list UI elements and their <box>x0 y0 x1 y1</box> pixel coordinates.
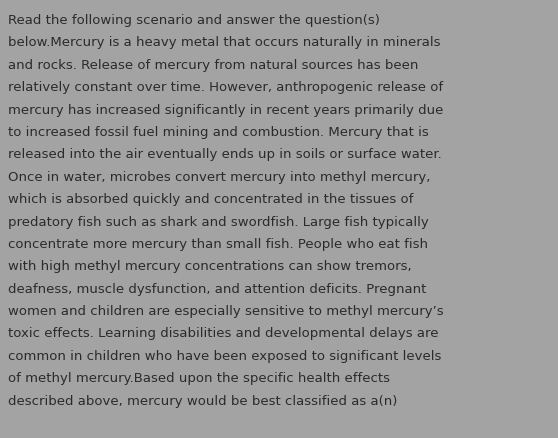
Text: common in children who have been exposed to significant levels: common in children who have been exposed… <box>8 349 442 362</box>
Text: Read the following scenario and answer the question(s): Read the following scenario and answer t… <box>8 14 380 27</box>
Text: with high methyl mercury concentrations can show tremors,: with high methyl mercury concentrations … <box>8 260 412 273</box>
Text: mercury has increased significantly in recent years primarily due: mercury has increased significantly in r… <box>8 103 444 117</box>
Text: women and children are especially sensitive to methyl mercury’s: women and children are especially sensit… <box>8 304 444 318</box>
Text: concentrate more mercury than small fish. People who eat fish: concentrate more mercury than small fish… <box>8 237 429 251</box>
Text: relatively constant over time. However, anthropogenic release of: relatively constant over time. However, … <box>8 81 444 94</box>
Text: ________.: ________. <box>8 430 65 438</box>
Text: predatory fish such as shark and swordfish. Large fish typically: predatory fish such as shark and swordfi… <box>8 215 429 228</box>
Text: to increased fossil fuel mining and combustion. Mercury that is: to increased fossil fuel mining and comb… <box>8 126 429 139</box>
Text: toxic effects. Learning disabilities and developmental delays are: toxic effects. Learning disabilities and… <box>8 327 439 340</box>
Text: below.Mercury is a heavy metal that occurs naturally in minerals: below.Mercury is a heavy metal that occu… <box>8 36 441 49</box>
Text: Once in water, microbes convert mercury into methyl mercury,: Once in water, microbes convert mercury … <box>8 170 431 184</box>
Text: released into the air eventually ends up in soils or surface water.: released into the air eventually ends up… <box>8 148 442 161</box>
Text: deafness, muscle dysfunction, and attention deficits. Pregnant: deafness, muscle dysfunction, and attent… <box>8 282 427 295</box>
Text: and rocks. Release of mercury from natural sources has been: and rocks. Release of mercury from natur… <box>8 59 418 72</box>
Text: described above, mercury would be best classified as a(n): described above, mercury would be best c… <box>8 394 398 407</box>
Text: of methyl mercury.Based upon the specific health effects: of methyl mercury.Based upon the specifi… <box>8 371 391 385</box>
Text: which is absorbed quickly and concentrated in the tissues of: which is absorbed quickly and concentrat… <box>8 193 413 206</box>
